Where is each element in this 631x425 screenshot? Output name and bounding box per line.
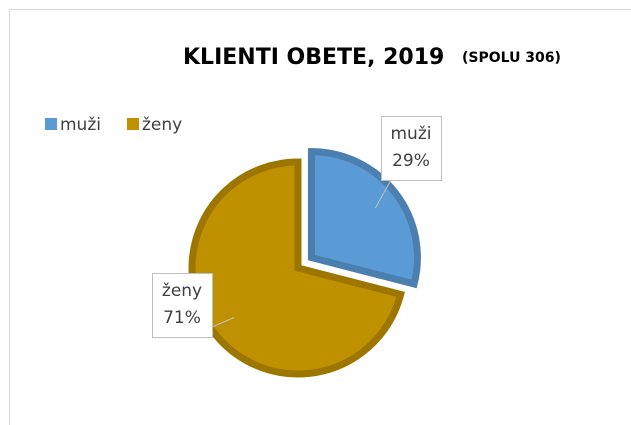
data-label-value: 29% [392, 151, 430, 171]
chart-title: KLIENTI OBETE, 2019 (SPOLU 306) [183, 45, 561, 70]
legend-swatch [45, 118, 57, 130]
callout-box [152, 273, 213, 338]
pie [188, 148, 421, 378]
callout-box [381, 116, 442, 181]
data-label-name: muži [391, 124, 432, 144]
pie-slice [307, 148, 421, 289]
data-label-value: 71% [163, 308, 201, 328]
legend-label: ženy [142, 115, 182, 135]
pie-slice [188, 158, 405, 378]
title: KLIENTI OBETE, 2019 [183, 45, 444, 70]
legend-label: muži [60, 115, 101, 135]
callout-pointer [211, 317, 235, 328]
data-labels: muži 29% ženy 71% [152, 116, 442, 338]
legend-swatch [127, 118, 139, 130]
callout-pointer [374, 179, 392, 209]
data-label-name: ženy [162, 281, 202, 301]
subtitle: (SPOLU 306) [462, 50, 561, 66]
legend: muži ženy [45, 115, 182, 135]
